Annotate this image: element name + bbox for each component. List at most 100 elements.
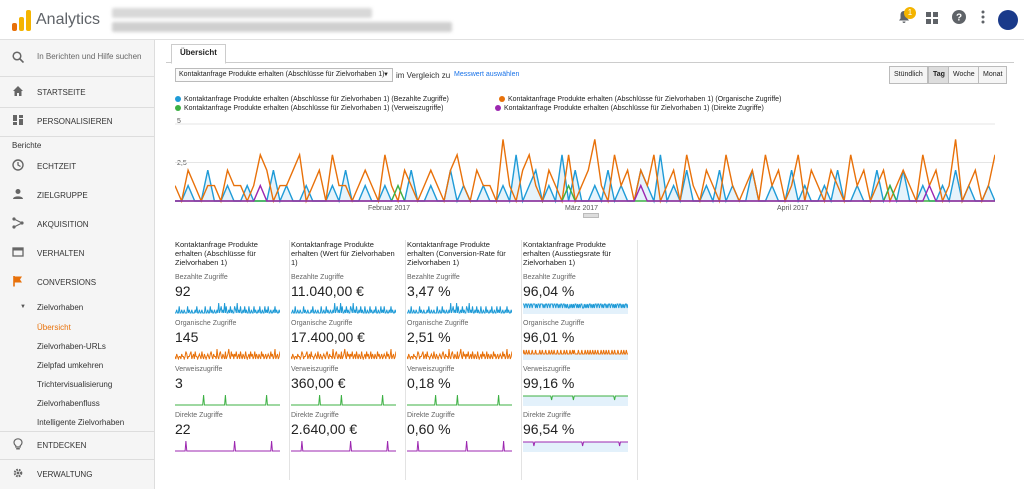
legend-item-organic[interactable]: Kontaktanfrage Produkte erhalten (Abschl…	[499, 96, 781, 103]
more-vert-icon[interactable]	[973, 10, 993, 30]
scorecard-segment-label: Organische Zugriffe	[291, 320, 353, 327]
granularity-week[interactable]: Woche	[948, 66, 980, 84]
sparkline[interactable]	[291, 394, 396, 406]
series-line-3	[175, 183, 995, 202]
sidebar-item-goals[interactable]: Zielvorhaben	[37, 303, 84, 312]
sidebar-item-goals-overview[interactable]: Übersicht	[37, 323, 71, 332]
help-icon[interactable]: ?	[949, 10, 969, 30]
analytics-logo-icon[interactable]	[12, 9, 32, 31]
sidebar-item-smart-goals[interactable]: Intelligente Zielvorhaben	[37, 418, 125, 427]
sparkline[interactable]	[407, 440, 512, 452]
legend-item-paid[interactable]: Kontaktanfrage Produkte erhalten (Abschl…	[175, 96, 449, 103]
scorecard-segment-label: Verweiszugriffe	[523, 366, 571, 373]
sparkline[interactable]	[291, 440, 396, 452]
legend-item-referral[interactable]: Kontaktanfrage Produkte erhalten (Abschl…	[175, 105, 443, 112]
sparkline-area	[523, 442, 628, 452]
sparkline[interactable]	[291, 302, 396, 314]
select-metric-link[interactable]: Messwert auswählen	[454, 71, 520, 78]
scorecard-value: 360,00 €	[291, 375, 346, 391]
series-line-1	[175, 139, 995, 204]
sparkline-area	[523, 396, 628, 406]
scorecard-value: 11.040,00 €	[291, 283, 364, 299]
clock-icon	[11, 159, 25, 173]
sidebar-item-admin[interactable]: VERWALTUNG	[0, 462, 155, 486]
sparkline-line	[523, 395, 628, 401]
notification-badge: 1	[904, 7, 916, 19]
sidebar-item-reverse-goal-path[interactable]: Zielpfad umkehren	[37, 361, 104, 370]
sidebar-search[interactable]: In Berichten und Hilfe suchen	[0, 40, 155, 76]
property-name-blurred[interactable]	[112, 22, 452, 32]
scorecard-segment-label: Organische Zugriffe	[523, 320, 585, 327]
granularity-hourly[interactable]: Stündlich	[889, 66, 928, 84]
line-chart[interactable]	[175, 120, 995, 205]
sparkline-line	[407, 348, 512, 360]
search-input[interactable]: In Berichten und Hilfe suchen	[37, 52, 142, 61]
sparkline[interactable]	[175, 348, 280, 360]
scorecard-value: 2,51 %	[407, 329, 451, 345]
sparkline[interactable]	[523, 440, 628, 452]
apps-grid-icon[interactable]	[922, 10, 942, 30]
sidebar-item-acquisition[interactable]: AKQUISITION	[0, 212, 155, 236]
chevron-down-icon[interactable]: ▼	[20, 304, 26, 310]
sidebar-item-goal-flow[interactable]: Zielvorhabenfluss	[37, 399, 100, 408]
sparkline[interactable]	[407, 302, 512, 314]
scorecard-title[interactable]: Kontaktanfrage Produkte erhalten (Conver…	[407, 240, 506, 267]
scorecard-segment-label: Bezahlte Zugriffe	[291, 274, 344, 281]
sidebar-item-label: VERHALTEN	[37, 249, 85, 258]
chart-collapse-handle[interactable]	[583, 213, 599, 218]
sparkline[interactable]	[291, 348, 396, 360]
granularity-month[interactable]: Monat	[978, 66, 1008, 84]
x-tick-label: März 2017	[565, 205, 599, 212]
lightbulb-icon	[11, 438, 25, 452]
sidebar-item-home[interactable]: STARTSEITE	[0, 80, 155, 104]
sparkline[interactable]	[175, 394, 280, 406]
sparkline[interactable]	[523, 394, 628, 406]
scorecard-value: 0,60 %	[407, 421, 451, 437]
sparkline-line	[175, 440, 280, 452]
chevron-down-icon: ▼	[383, 72, 389, 78]
sparkline[interactable]	[175, 302, 280, 314]
sparkline[interactable]	[523, 348, 628, 360]
tab-overview[interactable]: Übersicht	[171, 44, 226, 64]
sidebar-item-label: ENTDECKEN	[37, 441, 87, 450]
granularity-day[interactable]: Tag	[928, 66, 950, 84]
scorecard-title[interactable]: Kontaktanfrage Produkte erhalten (Wert f…	[291, 240, 395, 267]
scorecard-title[interactable]: Kontaktanfrage Produkte erhalten (Aussti…	[523, 240, 611, 267]
sparkline[interactable]	[523, 302, 628, 314]
flag-icon	[11, 275, 25, 289]
person-icon	[11, 188, 25, 202]
sidebar-item-realtime[interactable]: ECHTZEIT	[0, 154, 155, 178]
legend-label: Kontaktanfrage Produkte erhalten (Abschl…	[504, 105, 764, 112]
sidebar-item-audience[interactable]: ZIELGRUPPE	[0, 183, 155, 207]
scorecard-value: 3,47 %	[407, 283, 451, 299]
scorecard-column: Kontaktanfrage Produkte erhalten (Wert f…	[291, 240, 406, 480]
sidebar-item-behavior[interactable]: VERHALTEN	[0, 241, 155, 265]
account-name-blurred[interactable]	[112, 8, 372, 18]
sparkline[interactable]	[175, 440, 280, 452]
sparkline[interactable]	[407, 348, 512, 360]
sidebar-item-funnel-visualization[interactable]: Trichtervisualisierung	[37, 380, 113, 389]
scorecard-segment-label: Organische Zugriffe	[407, 320, 469, 327]
scorecard-column: Kontaktanfrage Produkte erhalten (Aussti…	[523, 240, 638, 480]
legend-label: Kontaktanfrage Produkte erhalten (Abschl…	[184, 96, 449, 103]
scorecard-segment-label: Direkte Zugriffe	[407, 412, 455, 419]
sidebar-item-customize[interactable]: PERSONALISIEREN	[0, 109, 155, 133]
sidebar-item-goal-urls[interactable]: Zielvorhaben-URLs	[37, 342, 106, 351]
avatar[interactable]	[998, 10, 1018, 30]
sidebar-item-conversions[interactable]: CONVERSIONS	[0, 270, 155, 294]
legend-item-direct[interactable]: Kontaktanfrage Produkte erhalten (Abschl…	[495, 105, 764, 112]
sparkline[interactable]	[407, 394, 512, 406]
scorecard-value: 22	[175, 421, 191, 437]
svg-text:?: ?	[956, 13, 962, 24]
scorecard-column: Kontaktanfrage Produkte erhalten (Conver…	[407, 240, 522, 480]
scorecard-value: 96,01 %	[523, 329, 575, 345]
dashboard-icon	[11, 114, 25, 128]
x-tick-label: Februar 2017	[368, 205, 411, 212]
acquisition-icon	[11, 217, 25, 231]
scorecard-value: 0,18 %	[407, 375, 451, 391]
sidebar-item-label: ZIELGRUPPE	[37, 191, 88, 200]
scorecard-segment-label: Bezahlte Zugriffe	[407, 274, 460, 281]
sidebar-item-discover[interactable]: ENTDECKEN	[0, 433, 155, 457]
scorecard-title[interactable]: Kontaktanfrage Produkte erhalten (Abschl…	[175, 240, 258, 267]
metric-select[interactable]: Kontaktanfrage Produkte erhalten (Abschl…	[175, 68, 393, 82]
